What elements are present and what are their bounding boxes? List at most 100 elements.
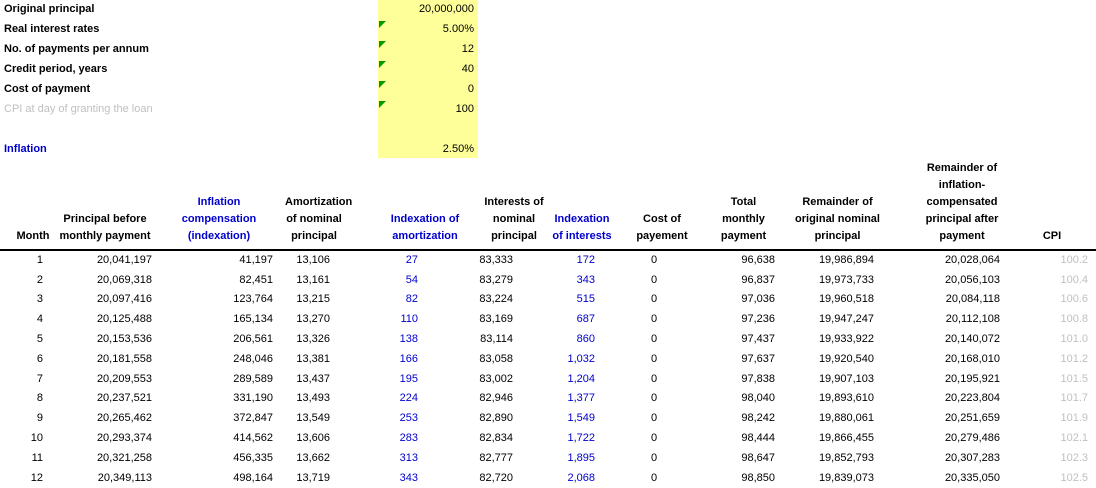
- cell-remainder-inflation-comp: 20,168,010: [944, 352, 1000, 365]
- cell-indexation-of-amortization: 110: [400, 313, 418, 326]
- column-header-indexation-of-interests: Indexation of interests: [520, 160, 612, 251]
- column-header-month: Month: [0, 160, 52, 251]
- cell-cost-of-payment: 0: [650, 412, 658, 425]
- table-row: 12 20,349,113 498,164 13,719 343 82,720 2,068 0…: [0, 468, 1096, 488]
- cell-indexation-of-interests: 860: [576, 333, 595, 346]
- cell-principal-before-payment: 20,293,374: [96, 432, 152, 445]
- cell-amortization-of-nominal: 13,662: [296, 451, 330, 464]
- input-cells-highlight: [378, 0, 478, 158]
- cell-inflation-compensation: 165,134: [233, 313, 273, 326]
- parameter-value-cell[interactable]: 40: [461, 63, 474, 75]
- cell-month: 5: [36, 333, 43, 346]
- cell-indexation-of-interests: 1,722: [567, 432, 595, 445]
- cell-cpi: 100.6: [1060, 293, 1088, 306]
- cell-inflation-compensation: 206,561: [233, 333, 273, 346]
- cell-remainder-original-nominal: 19,973,733: [818, 273, 874, 286]
- cell-interests-of-nominal: 83,058: [479, 352, 513, 365]
- cell-remainder-inflation-comp: 20,028,064: [944, 254, 1000, 267]
- cell-total-monthly-payment: 98,647: [741, 451, 775, 464]
- cell-month: 9: [36, 412, 43, 425]
- cell-month: 4: [36, 313, 43, 326]
- table-row: 5 20,153,536 206,561 13,326 138 83,114 860 0 97,…: [0, 329, 1096, 349]
- cell-interests-of-nominal: 83,114: [480, 333, 513, 346]
- column-header-interests-of-nominal: Interests of nominal principal: [424, 160, 544, 251]
- cell-cpi: 101.2: [1060, 352, 1088, 365]
- table-row: 4 20,125,488 165,134 13,270 110 83,169 687 0 97,…: [0, 309, 1096, 329]
- cell-indexation-of-interests: 172: [576, 254, 595, 267]
- cell-interests-of-nominal: 82,720: [479, 471, 513, 484]
- cell-total-monthly-payment: 97,437: [741, 333, 775, 346]
- cell-cpi: 101.9: [1060, 412, 1088, 425]
- cell-principal-before-payment: 20,181,558: [96, 352, 152, 365]
- cell-total-monthly-payment: 97,036: [741, 293, 775, 306]
- cell-total-monthly-payment: 96,638: [741, 254, 775, 267]
- parameter-label: Inflation: [4, 143, 47, 155]
- parameter-row: Inflation 2.50%: [0, 140, 700, 160]
- parameter-value-cell[interactable]: 0: [467, 83, 474, 95]
- parameter-label: Original principal: [4, 3, 95, 15]
- cell-month: 3: [36, 293, 43, 306]
- cell-indexation-of-amortization: 283: [399, 432, 418, 445]
- cell-interests-of-nominal: 83,279: [479, 273, 513, 286]
- cell-total-monthly-payment: 98,242: [741, 412, 775, 425]
- cell-amortization-of-nominal: 13,270: [296, 313, 330, 326]
- column-header-remainder-original-nominal: Remainder of original nominal principal: [781, 160, 886, 251]
- cell-indexation-of-interests: 343: [576, 273, 595, 286]
- cell-indexation-of-amortization: 82: [405, 293, 418, 306]
- cell-cpi: 102.3: [1060, 451, 1088, 464]
- cell-indexation-of-interests: 687: [576, 313, 595, 326]
- parameter-row: [0, 120, 700, 140]
- cell-inflation-compensation: 123,764: [233, 293, 273, 306]
- cell-principal-before-payment: 20,265,462: [96, 412, 152, 425]
- cell-inflation-compensation: 289,589: [233, 372, 273, 385]
- parameter-value-cell[interactable]: 2.50%: [442, 143, 474, 155]
- cell-cpi: 101.0: [1060, 333, 1088, 346]
- cell-indexation-of-interests: 515: [576, 293, 595, 306]
- parameter-value-cell[interactable]: 12: [461, 43, 474, 55]
- cell-cpi: 100.8: [1060, 313, 1088, 326]
- cell-indexation-of-interests: 2,068: [567, 471, 595, 484]
- cell-indexation-of-amortization: 138: [399, 333, 418, 346]
- cell-remainder-original-nominal: 19,920,540: [818, 352, 874, 365]
- cell-month: 7: [36, 372, 43, 385]
- cell-inflation-compensation: 82,451: [239, 273, 273, 286]
- table-row: 3 20,097,416 123,764 13,215 82 83,224 515 0 97,0…: [0, 290, 1096, 310]
- table-row: 8 20,237,521 331,190 13,493 224 82,946 1,377 0 9…: [0, 389, 1096, 409]
- cell-amortization-of-nominal: 13,215: [296, 293, 330, 306]
- column-header-inflation-compensation: Inflation compensation (indexation): [158, 160, 280, 251]
- cell-cpi: 101.5: [1060, 372, 1088, 385]
- cell-inflation-compensation: 248,046: [233, 352, 273, 365]
- column-header-cost-of-payment: Cost of payement: [602, 160, 706, 251]
- cell-interests-of-nominal: 83,333: [479, 254, 513, 267]
- cell-cpi: 100.4: [1060, 273, 1088, 286]
- cell-amortization-of-nominal: 13,719: [296, 471, 330, 484]
- parameter-value-cell[interactable]: 100: [455, 103, 474, 115]
- cell-month: 8: [36, 392, 43, 405]
- cell-flag-icon: [379, 61, 386, 68]
- cell-amortization-of-nominal: 13,606: [296, 432, 330, 445]
- table-row: 7 20,209,553 289,589 13,437 195 83,002 1,204 0 9…: [0, 369, 1096, 389]
- table-row: 9 20,265,462 372,847 13,549 253 82,890 1,549 0 9…: [0, 408, 1096, 428]
- parameter-row: Credit period, years 40: [0, 60, 700, 80]
- cell-inflation-compensation: 372,847: [233, 412, 273, 425]
- column-header-indexation-of-amortization: Indexation of amortization: [338, 160, 459, 251]
- cell-cpi: 100.2: [1060, 254, 1088, 267]
- cell-month: 12: [30, 471, 43, 484]
- column-header-cpi: CPI: [1008, 160, 1096, 251]
- cell-indexation-of-interests: 1,377: [567, 392, 595, 405]
- cell-indexation-of-amortization: 166: [399, 352, 418, 365]
- parameter-value-cell[interactable]: 20,000,000: [418, 3, 474, 15]
- cell-cpi: 102.5: [1060, 471, 1088, 484]
- cell-total-monthly-payment: 98,444: [741, 432, 775, 445]
- parameter-row: CPI at day of granting the loan 100: [0, 100, 700, 120]
- parameter-row: Original principal 20,000,000: [0, 0, 700, 20]
- cell-inflation-compensation: 414,562: [233, 432, 273, 445]
- cell-cpi: 102.1: [1060, 432, 1088, 445]
- cell-indexation-of-amortization: 313: [399, 451, 418, 464]
- parameter-label: Credit period, years: [4, 63, 108, 75]
- parameter-row: Cost of payment 0: [0, 80, 700, 100]
- amortization-schedule-table: Month Principal before monthly payment Inf…: [0, 160, 1096, 488]
- cell-principal-before-payment: 20,209,553: [96, 372, 152, 385]
- parameter-value-cell[interactable]: 5.00%: [442, 23, 474, 35]
- cell-remainder-original-nominal: 19,960,518: [818, 293, 874, 306]
